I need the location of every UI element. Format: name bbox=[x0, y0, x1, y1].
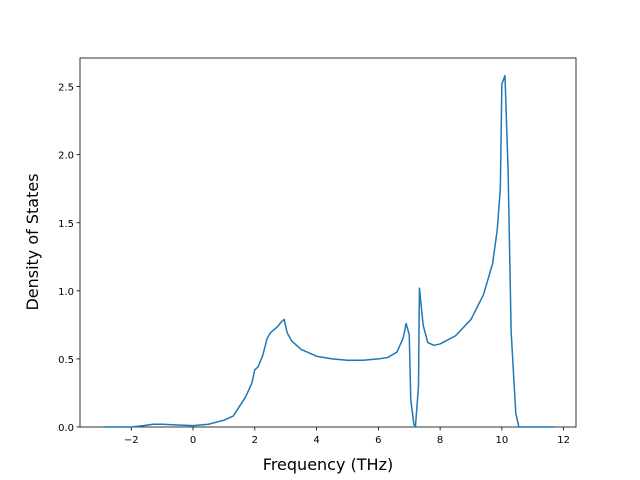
y-tick-label: 2.0 bbox=[58, 151, 74, 162]
x-axis-label: Frequency (THz) bbox=[263, 455, 393, 474]
y-tick-label: 0.0 bbox=[58, 423, 74, 434]
x-tick-label: 4 bbox=[313, 435, 319, 446]
plot-frame bbox=[79, 57, 577, 428]
x-tick-label: 0 bbox=[190, 435, 196, 446]
y-axis-label: Density of States bbox=[23, 173, 42, 310]
y-tick-label: 1.5 bbox=[58, 219, 74, 230]
x-tick-label: 12 bbox=[557, 435, 570, 446]
y-tick-label: 0.5 bbox=[58, 355, 74, 366]
y-tick-label: 2.5 bbox=[58, 83, 74, 94]
x-tick-label: −2 bbox=[124, 435, 139, 446]
y-tick-label: 1.0 bbox=[58, 287, 74, 298]
x-tick-label: 10 bbox=[496, 435, 509, 446]
x-tick-label: 6 bbox=[375, 435, 381, 446]
line bbox=[103, 74, 555, 428]
x-tick-label: 2 bbox=[252, 435, 258, 446]
x-tick-label: 8 bbox=[437, 435, 443, 446]
